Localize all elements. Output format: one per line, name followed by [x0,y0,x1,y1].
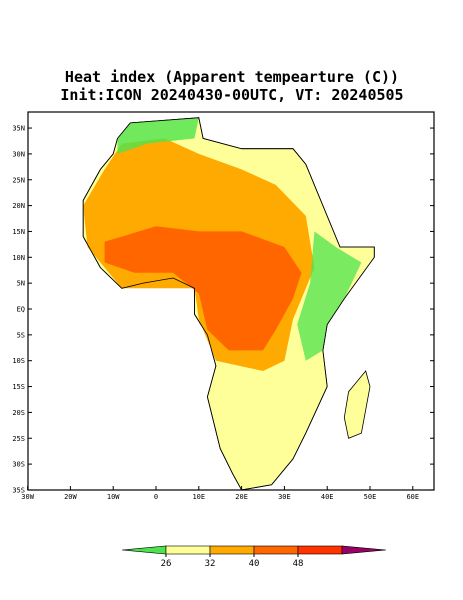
green-east [297,231,362,361]
lon-tick-label: 30W [21,493,34,501]
lon-tick-label: 20E [235,493,248,501]
lat-tick-label: 25N [12,176,25,184]
lat-tick-label: EQ [17,306,25,314]
colorbar-low [121,545,167,555]
colorbar: 26 32 40 48 [121,545,387,569]
lat-tick-label: 5N [17,280,25,288]
map-land [82,117,375,491]
subtitle: Init:ICON 20240430-00UTC, VT: 20240505 [60,86,403,104]
colorbar-segment [297,545,343,555]
lat-tick-label: 35N [12,125,25,133]
colorbar-label: 32 [205,559,216,569]
lat-tick-label: 25S [12,435,25,443]
lat-tick-label: 5S [17,331,25,339]
lon-tick-label: 40E [321,493,334,501]
lon-tick-label: 30E [278,493,291,501]
lon-tick-label: 10W [107,493,120,501]
map-frame [27,111,435,491]
lon-tick-label: 50E [364,493,377,501]
colorbar-label: 26 [161,559,172,569]
lat-tick-label: 35S [12,486,25,494]
colorbar-high [341,545,387,555]
colorbar-segment [209,545,255,555]
colorbar-label: 48 [293,559,304,569]
lat-tick-label: 15N [12,228,25,236]
green-nw [117,117,199,154]
lon-tick-label: 60E [406,493,419,501]
lon-tick-label: 10E [192,493,205,501]
colorbar-segment [165,545,211,555]
lat-tick-label: 10N [12,254,25,262]
lat-tick-label: 20S [12,409,25,417]
lat-tick-label: 20N [12,202,25,210]
madagascar [343,370,371,439]
colorbar-segment [253,545,299,555]
title: Heat index (Apparent tempearture (C)) [65,68,399,86]
lat-tick-label: 15S [12,383,25,391]
lon-tick-label: 20W [64,493,77,501]
lat-tick-label: 30S [12,461,25,469]
lat-tick-label: 30N [12,150,25,158]
lat-tick-label: 10S [12,357,25,365]
lon-tick-label: 0 [154,493,158,501]
map-ticks: 35N 30N 25N 20N 15N 10N 5N EQ 5S 10S 15S 20S 25S 30S 3… [12,125,434,501]
colorbar-label: 40 [249,559,260,569]
hot-zone [104,226,302,351]
